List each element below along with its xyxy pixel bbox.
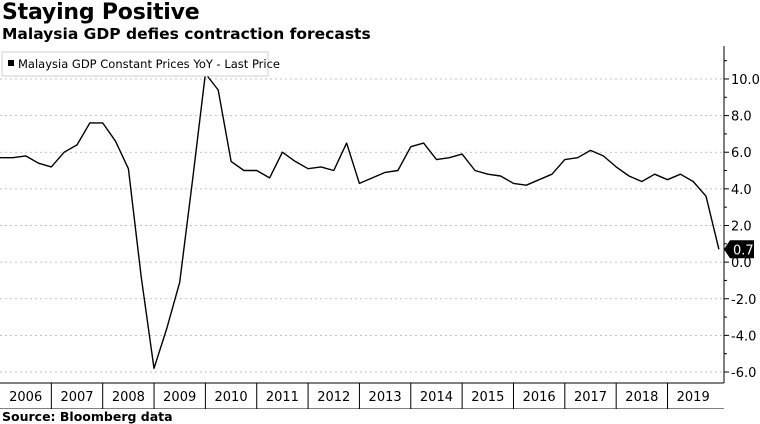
y-tick-label: 10.0 — [731, 73, 760, 88]
x-tick-label: 2006 — [9, 390, 42, 405]
y-tick-label: 6.0 — [731, 146, 752, 161]
legend: Malaysia GDP Constant Prices YoY - Last … — [1, 51, 280, 77]
series-line — [0, 72, 720, 369]
legend-box — [1, 51, 269, 77]
chart-area: 10.0 8.0 6.0 4.0 2.0 0.0 -2.0 -4.0 -6.0 2006 2007… — [0, 46, 760, 410]
series-layer: 0.7 — [0, 72, 754, 369]
y-tick-label: 4.0 — [731, 183, 752, 198]
y-tick-label: -4.0 — [731, 329, 756, 344]
x-tick-label: 2013 — [369, 390, 402, 405]
y-tick-label: 0.0 — [731, 256, 752, 271]
last-value-label: 0.7 — [733, 243, 754, 258]
line-chart: 10.0 8.0 6.0 4.0 2.0 0.0 -2.0 -4.0 -6.0 2006 2007… — [0, 46, 760, 410]
legend-swatch — [8, 60, 14, 66]
chart-title: Staying Positive — [2, 0, 200, 25]
y-axis: 10.0 8.0 6.0 4.0 2.0 0.0 -2.0 -4.0 -6.0 — [723, 46, 760, 383]
last-value-badge — [724, 240, 754, 259]
x-tick-label: 2010 — [215, 390, 248, 405]
x-tick-label: 2012 — [317, 390, 350, 405]
x-tick-label: 2007 — [60, 390, 93, 405]
x-tick-label: 2019 — [677, 390, 710, 405]
x-tick-label: 2015 — [471, 390, 504, 405]
source-note: Source: Bloomberg data — [2, 409, 173, 424]
x-tick-label: 2018 — [625, 390, 658, 405]
chart-subtitle: Malaysia GDP defies contraction forecast… — [2, 25, 371, 43]
y-tick-label: 2.0 — [731, 219, 752, 234]
x-tick-label: 2014 — [420, 390, 453, 405]
y-tick-label: 8.0 — [731, 110, 752, 125]
x-tick-label: 2016 — [523, 390, 556, 405]
x-axis: 2006 2007 2008 2009 2010 2011 2012 2013 2014 2015… — [0, 382, 724, 410]
y-tick-label: -2.0 — [731, 293, 756, 308]
x-tick-label: 2009 — [163, 390, 196, 405]
gridlines — [0, 78, 724, 373]
x-tick-label: 2008 — [112, 390, 145, 405]
x-tick-label: 2011 — [266, 390, 299, 405]
y-tick-label: -6.0 — [731, 366, 756, 381]
x-tick-label: 2017 — [574, 390, 607, 405]
legend-label: Malaysia GDP Constant Prices YoY - Last … — [18, 57, 280, 71]
